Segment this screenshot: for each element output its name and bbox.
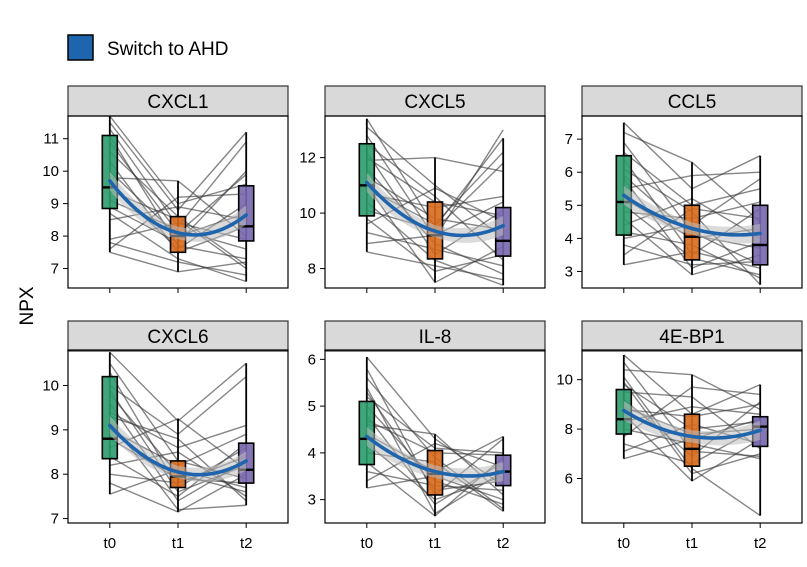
y-tick-label: 7 [51, 511, 59, 528]
x-tick-label: t2 [754, 535, 767, 552]
strip-header [324, 85, 546, 117]
y-tick-label: 8 [308, 261, 316, 278]
trend-line [108, 423, 248, 477]
y-tick-label: 5 [565, 197, 573, 214]
panel-cxcl6: CXCL6 7 8 9 10 t0 t1 t2 [42, 320, 289, 552]
x-tick-label: t2 [240, 535, 253, 552]
trend-line [621, 408, 763, 440]
y-tick-label: 5 [308, 398, 316, 415]
y-tick-label: 12 [299, 150, 316, 167]
legend-label: Switch to AHD [107, 39, 228, 60]
strip-header [324, 320, 546, 352]
x-tick-label: t2 [497, 535, 510, 552]
trend-band [623, 401, 761, 446]
y-tick-label: 6 [565, 471, 573, 488]
x-tick-label: t0 [361, 535, 374, 552]
trend-band [366, 426, 504, 484]
y-tick-label: 10 [299, 205, 316, 222]
panel-title: CCL5 [668, 92, 717, 113]
strip-header [67, 85, 289, 117]
y-tick-label: 4 [308, 445, 316, 462]
y-tick-label: 8 [565, 421, 573, 438]
trend-line [621, 193, 763, 237]
y-tick-label: 10 [42, 163, 59, 180]
x-tick-label: t1 [172, 535, 185, 552]
panel-title: 4E-BP1 [659, 327, 724, 348]
y-tick-label: 10 [556, 372, 573, 389]
y-axis-label: NPX [17, 286, 38, 325]
y-tick-label: 8 [51, 466, 59, 483]
y-tick-label: 3 [565, 263, 573, 280]
y-tick-label: 7 [565, 131, 573, 148]
strip-header [581, 85, 803, 117]
panel-title: CXCL1 [147, 92, 208, 113]
panel-4e-bp1: 4E-BP1 6 8 10 t0 t1 t2 [556, 320, 803, 552]
y-tick-label: 3 [308, 492, 316, 509]
y-tick-label: 6 [308, 351, 316, 368]
x-tick-label: t1 [429, 535, 442, 552]
x-tick-label: t0 [104, 535, 117, 552]
legend-swatch [67, 34, 94, 61]
y-tick-label: 4 [565, 230, 573, 247]
subject-line [109, 351, 247, 422]
y-tick-label: 10 [42, 377, 59, 394]
y-tick-label: 9 [51, 422, 59, 439]
x-tick-label: t0 [618, 535, 631, 552]
trend-line [364, 434, 506, 478]
panel-title: CXCL6 [147, 327, 208, 348]
y-tick-label: 9 [51, 196, 59, 213]
panel-il-8: IL-8 3 4 5 6 t0 t1 t2 [308, 320, 546, 552]
strip-header [581, 320, 803, 352]
strip-header [67, 320, 289, 352]
panel-cxcl5: CXCL5 8 10 12 [299, 85, 546, 293]
trend-line [364, 180, 506, 238]
y-tick-label: 8 [51, 228, 59, 245]
panel-ccl5: CCL5 3 4 5 6 7 [565, 85, 803, 293]
trend-line [108, 179, 248, 237]
trend-band [109, 171, 247, 242]
panel-title: CXCL5 [404, 92, 465, 113]
x-tick-label: t1 [686, 535, 699, 552]
panel-cxcl1: CXCL1 7 8 9 10 11 [42, 85, 289, 293]
y-tick-label: 6 [565, 164, 573, 181]
y-tick-label: 11 [43, 131, 59, 148]
trend-band [623, 185, 761, 244]
legend: Switch to AHD [67, 34, 228, 61]
panel-title: IL-8 [419, 327, 452, 348]
facet-panels: CXCL1 7 8 9 10 11 CXCL5 8 10 12 CCL5 3 4 5 6 7 CXCL6 7 8 9 1… [42, 85, 803, 552]
y-tick-label: 7 [51, 261, 59, 278]
